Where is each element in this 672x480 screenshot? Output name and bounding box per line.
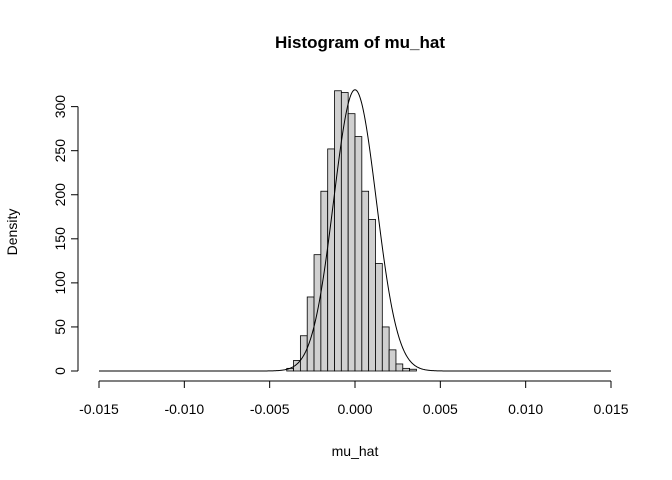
histogram-bar: [368, 219, 376, 372]
y-tick-label: 300: [52, 95, 68, 119]
x-tick-label: 0.000: [337, 401, 372, 417]
histogram-bar: [361, 190, 370, 372]
histogram-bar: [375, 263, 383, 372]
histogram-bar: [320, 190, 329, 372]
x-tick-label: -0.005: [250, 401, 290, 417]
histogram-bar: [409, 368, 417, 372]
y-tick-label: 200: [52, 183, 68, 207]
y-axis-title: Density: [4, 209, 20, 256]
histogram-bar: [299, 335, 308, 372]
x-axis-title: mu_hat: [332, 443, 379, 459]
x-tick-label: -0.010: [164, 401, 204, 417]
x-tick-label: 0.010: [508, 401, 543, 417]
y-tick-label: 250: [52, 139, 68, 163]
histogram-bar: [354, 136, 363, 372]
y-tick-label: 0: [52, 367, 68, 375]
density-curve: [99, 89, 611, 372]
chart-title: Histogram of mu_hat: [275, 33, 445, 52]
x-tick-label: 0.005: [423, 401, 458, 417]
x-tick-label: -0.015: [79, 401, 119, 417]
x-tick-label: 0.015: [593, 401, 628, 417]
histogram-bar: [381, 326, 390, 372]
y-tick-label: 100: [52, 271, 68, 295]
x-axis: -0.015 -0.010 -0.005 0.000 0.005 0.010 0.015: [79, 380, 629, 417]
histogram-bar: [306, 296, 315, 372]
histogram-bar: [347, 113, 356, 372]
histogram-bar: [395, 363, 404, 372]
histogram-bar: [402, 367, 411, 372]
histogram-bar: [388, 349, 397, 372]
y-tick-label: 150: [52, 227, 68, 251]
y-axis: 0 50 100 150 200 250 300: [52, 95, 79, 375]
histogram-bar: [327, 148, 335, 372]
histogram-bar: [334, 90, 342, 372]
y-tick-label: 50: [52, 319, 68, 335]
bars-layer: [286, 90, 417, 372]
